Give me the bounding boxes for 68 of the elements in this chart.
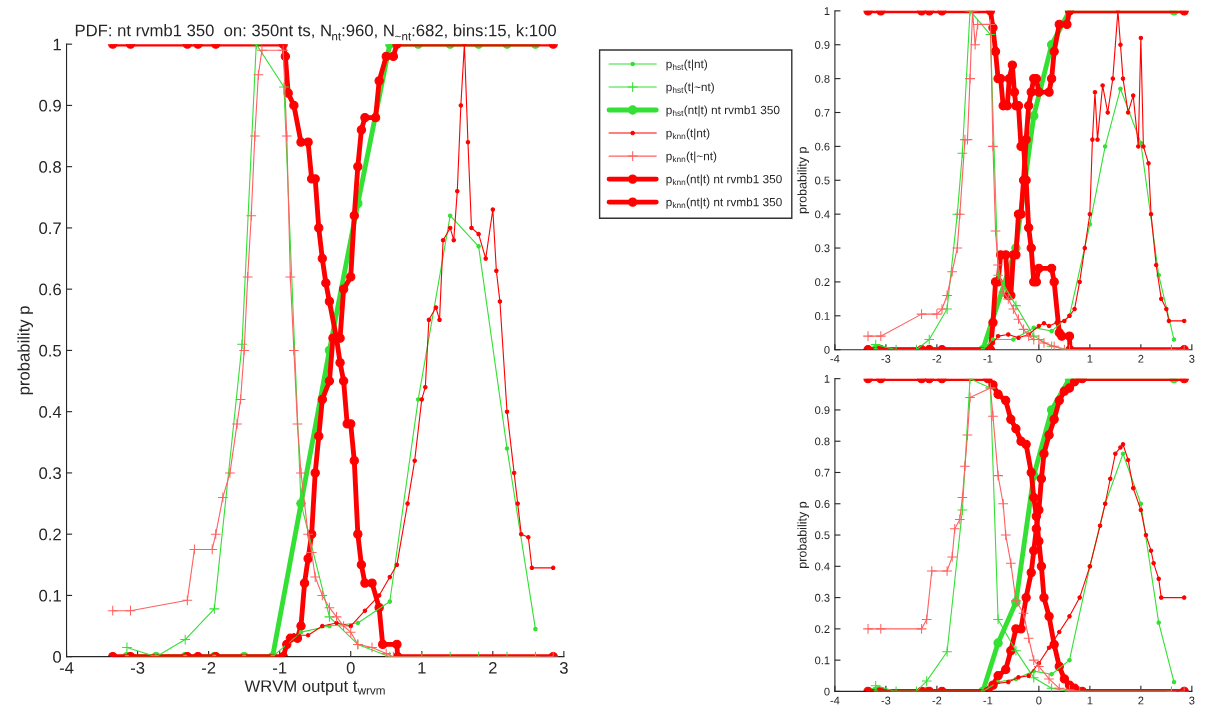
y-tick-label: 1 — [824, 375, 830, 383]
y-tick-label: 0.4 — [39, 406, 62, 418]
y-tick-label: 0.9 — [815, 41, 830, 49]
legend-label: p$_{knn}$(t|nt) — [666, 128, 710, 140]
y-tick-label: 0.5 — [815, 176, 830, 185]
y-axis-title: probability p — [797, 501, 810, 568]
x-tick-label: 0 — [346, 661, 355, 674]
x-tick-label: 2 — [1138, 696, 1144, 705]
y-tick-label: 0.1 — [39, 589, 61, 602]
y-tick-label: 0.3 — [815, 593, 830, 602]
y-tick-label: 0.7 — [815, 468, 830, 477]
x-tick-label: 3 — [1189, 354, 1195, 363]
y-axis-title: probability p — [17, 306, 33, 395]
x-tick-label: -3 — [881, 696, 891, 705]
x-tick-label: 3 — [559, 661, 568, 674]
y-tick-label: 0.6 — [815, 142, 830, 151]
x-tick-label: -3 — [881, 354, 891, 363]
x-tick-label: 3 — [1189, 696, 1195, 705]
y-tick-label: 1 — [53, 38, 61, 51]
y-tick-label: 0.1 — [815, 312, 830, 320]
y-tick-label: 0.3 — [39, 467, 61, 480]
x-tick-label: 2 — [489, 661, 497, 674]
y-tick-label: 0.6 — [815, 500, 830, 508]
x-tick-label: -1 — [273, 662, 287, 674]
y-axis-title: probability p — [797, 147, 810, 214]
legend-label: p$_{knn}$(t|~nt) — [666, 151, 717, 163]
y-tick-label: 0.9 — [39, 99, 61, 112]
x-tick-label: -4 — [830, 354, 840, 363]
y-tick-label: 0.1 — [815, 656, 830, 665]
y-tick-label: 0.2 — [39, 528, 61, 541]
y-tick-label: 0.8 — [39, 161, 61, 173]
legend-label: p$_{knn}$(nt|t) nt rvmb1 350 — [666, 174, 782, 186]
y-tick-label: 0.5 — [39, 344, 61, 357]
y-tick-label: 0.8 — [815, 437, 830, 446]
x-tick-label: -4 — [59, 662, 74, 674]
legend-label: p$_{hst}$(t|~nt) — [666, 82, 714, 94]
y-tick-label: 0.7 — [39, 222, 61, 235]
x-tick-label: -1 — [983, 696, 993, 705]
x-tick-label: 1 — [418, 662, 426, 674]
x-tick-label: 1 — [1087, 696, 1093, 705]
legend-label: p$_{knn}$(nt|t) nt rvmb1 350 — [666, 197, 782, 209]
y-tick-label: 1 — [824, 7, 830, 15]
y-tick-label: 0.8 — [815, 74, 830, 83]
y-tick-label: 0.9 — [815, 406, 830, 415]
x-tick-label: 0 — [1036, 696, 1042, 705]
legend-label: p$_{hst}$(nt|t) nt rvmb1 350 — [666, 105, 780, 117]
y-tick-label: 0.7 — [815, 108, 830, 117]
y-tick-label: 0.5 — [815, 531, 830, 540]
x-tick-label: 0 — [1036, 354, 1042, 363]
y-tick-label: 0 — [824, 687, 830, 696]
x-axis-title: WRVM output t$_{wrvm}$ — [244, 680, 385, 696]
y-tick-label: 0.6 — [39, 283, 61, 296]
x-tick-label: -1 — [983, 354, 993, 363]
y-tick-label: 0 — [53, 651, 62, 663]
y-tick-label: 0.4 — [815, 210, 830, 219]
y-tick-label: 0.2 — [815, 278, 830, 287]
y-tick-label: 0.3 — [815, 244, 830, 253]
x-tick-label: 1 — [1087, 354, 1093, 363]
legend-label: p$_{hst}$(t|nt) — [666, 59, 708, 71]
x-tick-label: -2 — [201, 661, 216, 674]
x-tick-label: -2 — [932, 354, 942, 363]
y-tick-label: 0.4 — [815, 562, 830, 571]
y-tick-label: 0 — [824, 345, 830, 354]
x-tick-label: -2 — [932, 696, 942, 705]
x-tick-label: -4 — [830, 696, 840, 705]
y-tick-label: 0.2 — [815, 625, 830, 633]
x-tick-label: 2 — [1138, 354, 1144, 363]
x-tick-label: -3 — [130, 661, 145, 674]
